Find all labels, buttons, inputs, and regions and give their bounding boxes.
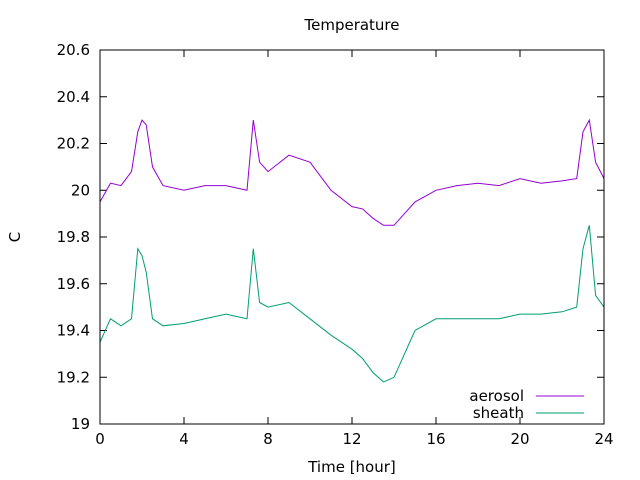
x-axis-label: Time [hour] <box>307 458 396 476</box>
y-tick-label: 19.4 <box>57 322 90 340</box>
y-tick-label: 19.6 <box>57 275 90 293</box>
y-tick-label: 20.2 <box>57 135 90 153</box>
x-tick-label: 24 <box>594 430 613 448</box>
x-tick-label: 12 <box>342 430 361 448</box>
series-line-sheath <box>99 225 605 383</box>
y-tick-label: 20 <box>71 181 90 199</box>
y-tick-label: 20.6 <box>57 41 90 59</box>
y-axis-label: C <box>6 232 24 242</box>
x-tick-label: 0 <box>95 430 105 448</box>
x-tick-label: 20 <box>510 430 529 448</box>
chart-title: Temperature <box>303 16 399 34</box>
y-tick-label: 19.2 <box>57 368 90 386</box>
y-tick-label: 19.8 <box>57 228 90 246</box>
x-tick-label: 4 <box>179 430 189 448</box>
axis-ticks: 0 4 8 12 16 20 24 19 19.2 19.4 19.6 19.8 20 20.2 20.4 2… <box>57 41 614 448</box>
series-line-aerosol <box>99 118 605 226</box>
y-tick-label: 20.4 <box>57 88 90 106</box>
legend-label: sheath <box>473 404 524 422</box>
x-tick-label: 16 <box>426 430 445 448</box>
plot-frame <box>99 49 605 425</box>
series-lines <box>99 118 605 383</box>
legend-label: aerosol <box>469 387 524 405</box>
x-tick-label: 8 <box>263 430 273 448</box>
y-tick-label: 19 <box>71 415 90 433</box>
